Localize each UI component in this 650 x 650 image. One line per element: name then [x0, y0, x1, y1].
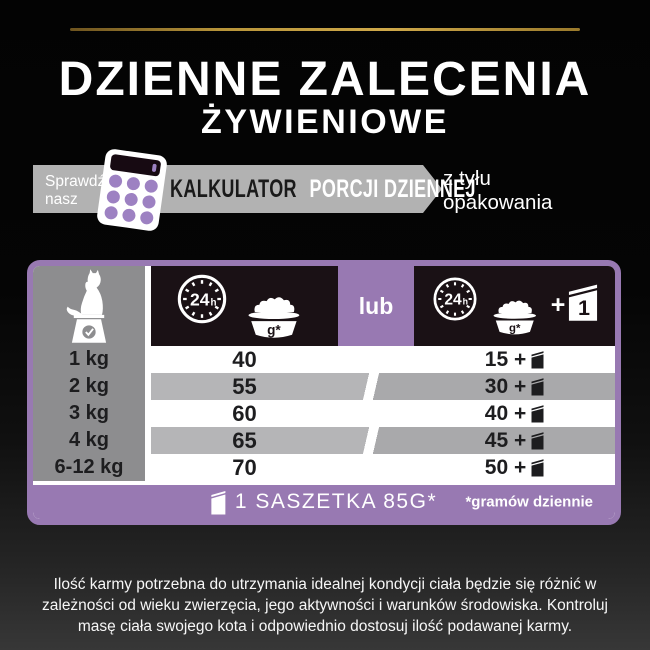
- disclaimer-text: Ilość karmy potrzebna do utrzymania idea…: [0, 574, 650, 637]
- mixed-grams: 15 +: [414, 348, 615, 372]
- gold-divider: [70, 28, 580, 31]
- back-of-pack-label: z tyłu opakowania: [443, 167, 552, 215]
- footer-separator: [33, 481, 615, 485]
- dry-grams: 55: [232, 373, 257, 399]
- grams-note: *gramów dziennie: [465, 493, 593, 511]
- page-title: DZIENNE ZALECENIA: [58, 53, 592, 106]
- weight-label: 3 kg: [68, 402, 110, 424]
- svg-text:h: h: [462, 297, 467, 307]
- table-row: 70 50 +: [151, 454, 615, 481]
- dry-grams: 40: [232, 346, 257, 372]
- table-footer: 1 SASZETKA 85G* *gramów dziennie: [33, 485, 615, 519]
- back-of-pack-line1: z tyłu: [443, 167, 491, 190]
- dry-grams: 60: [232, 400, 257, 426]
- calculator-word: KALKULATOR: [170, 175, 297, 203]
- check-our-line2: nasz: [45, 190, 78, 208]
- calculator-screen-dot: [151, 163, 157, 173]
- svg-text:1: 1: [578, 295, 590, 320]
- table-row: 40 15 +: [151, 346, 615, 373]
- disclaimer-line3: masę ciała swojego kota i odpowiednio do…: [77, 618, 573, 635]
- check-our-label: Sprawdź nasz: [45, 173, 105, 208]
- svg-text:24: 24: [444, 292, 462, 309]
- sachet-icon: [531, 405, 544, 423]
- calculator-banner: Sprawdź nasz KALKULATOR PORCJI DZIENNEJ …: [0, 148, 650, 242]
- or-label: lub: [358, 292, 394, 319]
- calculator-keys: [103, 173, 159, 226]
- back-of-pack-line2: opakowania: [443, 191, 553, 214]
- or-cell: lub: [338, 266, 414, 346]
- 24h-clock-icon: 24 h: [177, 274, 226, 324]
- calculator-icon: [96, 148, 168, 232]
- feeding-rows: 40 15 + 55 30 + 60 40 +: [151, 346, 615, 481]
- calculator-title: KALKULATOR PORCJI DZIENNEJ: [170, 175, 476, 204]
- sachet-icon: [531, 432, 544, 450]
- mixed-grams: 50 +: [414, 456, 615, 480]
- sachet-icon: [531, 459, 544, 477]
- sachet-icon: [531, 378, 544, 396]
- 24h-clock-icon: 24 h: [433, 277, 477, 321]
- mixed-feeding-header: 24 h g* + 1: [414, 266, 615, 346]
- feeding-table: 1 kg 2 kg 3 kg 4 kg 6-12 kg 24 h: [27, 260, 621, 525]
- disclaimer-line2: zależności od wieku zwierzęcia, jego akt…: [42, 597, 608, 614]
- mixed-grams: 30 +: [414, 375, 615, 399]
- weight-label: 1 kg: [68, 348, 110, 370]
- svg-text:g*: g*: [509, 323, 521, 335]
- daily-portion-words: PORCJI DZIENNEJ: [309, 175, 476, 203]
- column-gap: [145, 266, 151, 481]
- mixed-grams: 45 +: [414, 429, 615, 453]
- dry-grams: 70: [232, 454, 257, 480]
- sachet-note: 1 SASZETKA 85G*: [211, 489, 437, 515]
- weight-label: 2 kg: [68, 375, 110, 397]
- weight-column: 1 kg 2 kg 3 kg 4 kg 6-12 kg: [33, 266, 145, 481]
- food-bowl-icon: g*: [248, 297, 299, 338]
- calculator-screen: [109, 153, 162, 177]
- dry-grams: 65: [232, 427, 257, 453]
- table-row: 60 40 +: [151, 400, 615, 427]
- mixed-grams: 40 +: [414, 402, 615, 426]
- table-row: 65 45 +: [151, 427, 615, 454]
- check-our-line1: Sprawdź: [45, 173, 106, 190]
- svg-text:h: h: [210, 297, 216, 308]
- disclaimer-line1: Ilość karmy potrzebna do utrzymania idea…: [53, 576, 597, 593]
- page-subtitle: ŻYWIENIOWE: [201, 103, 449, 141]
- table-row: 55 30 +: [151, 373, 615, 400]
- sachet-icon: [531, 351, 544, 369]
- sachet-icon: 1: [569, 284, 598, 321]
- svg-text:24: 24: [189, 289, 209, 309]
- plus-sign: +: [550, 291, 566, 319]
- weight-label: 4 kg: [68, 429, 110, 451]
- dry-food-header: 24 h g*: [151, 266, 338, 346]
- sachet-icon: [211, 491, 226, 515]
- svg-text:g*: g*: [267, 322, 281, 337]
- food-bowl-icon: g*: [493, 300, 536, 335]
- weight-label: 6-12 kg: [54, 456, 124, 478]
- cat-on-scale-icon: [33, 266, 145, 346]
